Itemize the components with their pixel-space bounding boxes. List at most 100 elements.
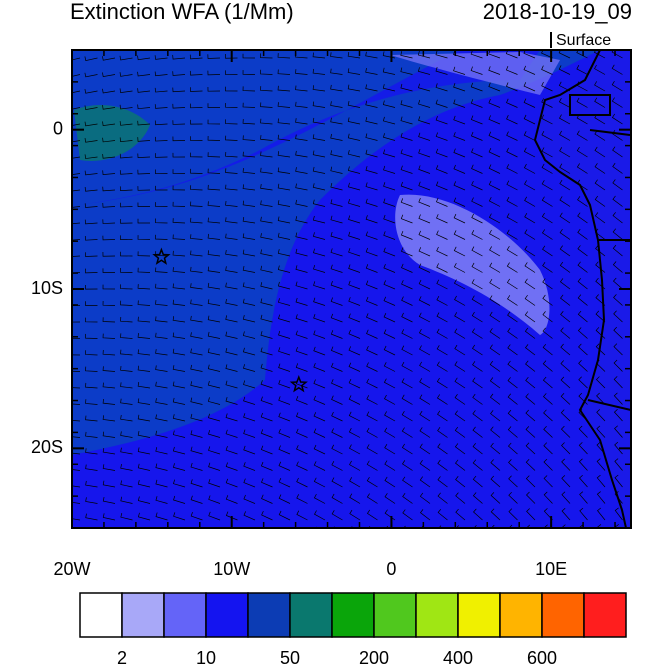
wind-barb (366, 362, 378, 372)
wind-barb (402, 509, 413, 521)
wind-barb (489, 229, 501, 240)
wind-barb (541, 81, 553, 92)
wind-barb (330, 199, 343, 207)
wind-barb (260, 363, 273, 372)
wind-barb (613, 392, 623, 405)
wind-barb (84, 235, 98, 241)
wind-barb (242, 249, 256, 257)
wind-barb (72, 387, 81, 389)
wind-barb (576, 81, 588, 92)
wind-barb (400, 247, 413, 257)
wind-barb (383, 313, 396, 323)
wind-barb (120, 235, 133, 240)
wind-barb (542, 360, 553, 372)
colorbar-label: 200 (359, 648, 389, 667)
wind-barb (366, 476, 378, 488)
wind-barb (576, 163, 588, 174)
wind-barb (102, 382, 116, 389)
wind-barb (384, 493, 396, 504)
wind-barb (560, 343, 571, 356)
wind-barb (243, 478, 256, 488)
wind-barb (277, 216, 291, 224)
wind-barb (190, 250, 203, 257)
wind-barb (102, 235, 116, 241)
wind-barb (524, 262, 536, 273)
wind-barb (330, 248, 343, 257)
wind-barb (595, 261, 606, 273)
wind-barb (453, 115, 466, 125)
wind-barb (313, 281, 326, 290)
wind-barb (207, 184, 221, 191)
wind-barb (611, 113, 623, 125)
wind-barb (577, 179, 588, 191)
wind-barb (313, 428, 326, 438)
wind-barb (348, 297, 361, 306)
wind-barb (154, 136, 168, 142)
wind-barb (541, 98, 553, 108)
wind-barb (559, 147, 571, 158)
wind-barb (596, 392, 606, 405)
wind-barb (523, 65, 536, 75)
wind-barb (523, 147, 536, 158)
wind-barb (611, 80, 623, 92)
wind-barb (436, 197, 448, 207)
wind-barb (489, 360, 501, 372)
wind-barb (348, 411, 361, 422)
wind-barb (612, 244, 623, 257)
wind-barb (330, 281, 343, 290)
wind-barb (102, 431, 116, 438)
wind-barb (190, 495, 203, 504)
wind-barb (243, 511, 256, 521)
wind-barb (594, 212, 606, 224)
colorbar-box (457, 592, 501, 638)
wind-barb (207, 233, 221, 240)
wind-barb (207, 397, 221, 405)
wind-barb (330, 346, 343, 356)
wind-barb (277, 118, 291, 125)
wind-barb (120, 463, 133, 471)
wind-barb (419, 427, 431, 438)
wind-barb (400, 198, 413, 207)
wind-barb (330, 68, 343, 75)
wind-barb (137, 235, 151, 240)
wind-barb (102, 252, 116, 257)
wind-barb (471, 262, 483, 273)
wind-barb (313, 395, 326, 405)
wind-barb (596, 409, 606, 422)
wind-barb (119, 186, 133, 191)
wind-barb (401, 427, 413, 438)
wind-barb (102, 88, 116, 94)
wind-barb (595, 294, 606, 306)
wind-barb (542, 376, 553, 389)
wind-barb (72, 370, 81, 372)
wind-barb (102, 284, 116, 290)
wind-barb (596, 425, 606, 438)
wind-barb (490, 475, 501, 488)
wind-barb (330, 133, 343, 141)
wind-barb (419, 443, 431, 455)
wind-barb (453, 230, 466, 240)
wind-barb (384, 427, 396, 438)
wind-barb (472, 393, 483, 405)
wind-barb (330, 182, 343, 191)
wind-barb (470, 115, 483, 125)
wind-barb (383, 296, 396, 306)
wind-barb (120, 414, 133, 422)
wind-barb (191, 528, 202, 536)
wind-barb (506, 229, 518, 240)
wind-barb (435, 181, 448, 191)
wind-barb (84, 219, 98, 225)
wind-barb (208, 479, 221, 488)
site-marker (152, 247, 171, 265)
wind-barb (190, 185, 203, 191)
wind-barb (172, 397, 186, 405)
wind-barb (313, 493, 326, 504)
wind-barb (313, 248, 326, 257)
wind-barb (260, 396, 273, 405)
wind-barb (72, 189, 81, 192)
wind-barb (508, 459, 518, 471)
wind-barb (453, 197, 466, 207)
wind-barb (436, 230, 448, 240)
wind-barb (225, 347, 238, 356)
wind-barb (612, 146, 623, 158)
